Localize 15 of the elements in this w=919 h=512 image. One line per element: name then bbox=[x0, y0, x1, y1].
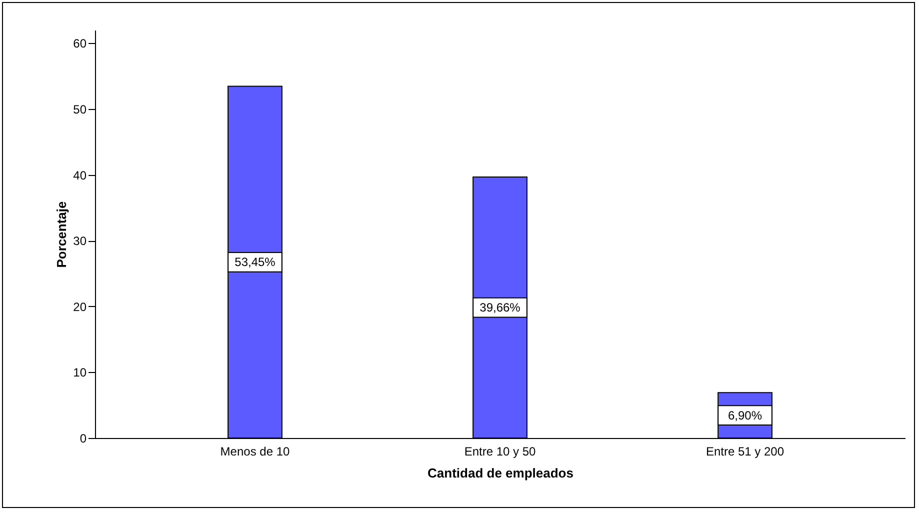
x-axis-title: Cantidad de empleados bbox=[428, 466, 574, 480]
data-label: 6,90% bbox=[728, 408, 762, 422]
data-label: 39,66% bbox=[480, 300, 521, 315]
x-tick-label: Entre 51 y 200 bbox=[706, 444, 784, 458]
y-axis-title: Porcentaje bbox=[54, 201, 70, 268]
y-tick-label: 30 bbox=[73, 234, 87, 248]
x-tick-label: Entre 10 y 50 bbox=[464, 444, 536, 458]
y-tick-label: 0 bbox=[80, 432, 87, 446]
x-tick-label: Menos de 10 bbox=[220, 444, 290, 458]
data-label: 53,45% bbox=[234, 255, 276, 270]
y-tick-label: 50 bbox=[73, 102, 87, 116]
y-tick-label: 10 bbox=[73, 366, 87, 380]
y-tick-label: 60 bbox=[73, 36, 87, 51]
y-tick-label: 20 bbox=[73, 300, 87, 314]
y-tick-label: 40 bbox=[73, 168, 87, 182]
